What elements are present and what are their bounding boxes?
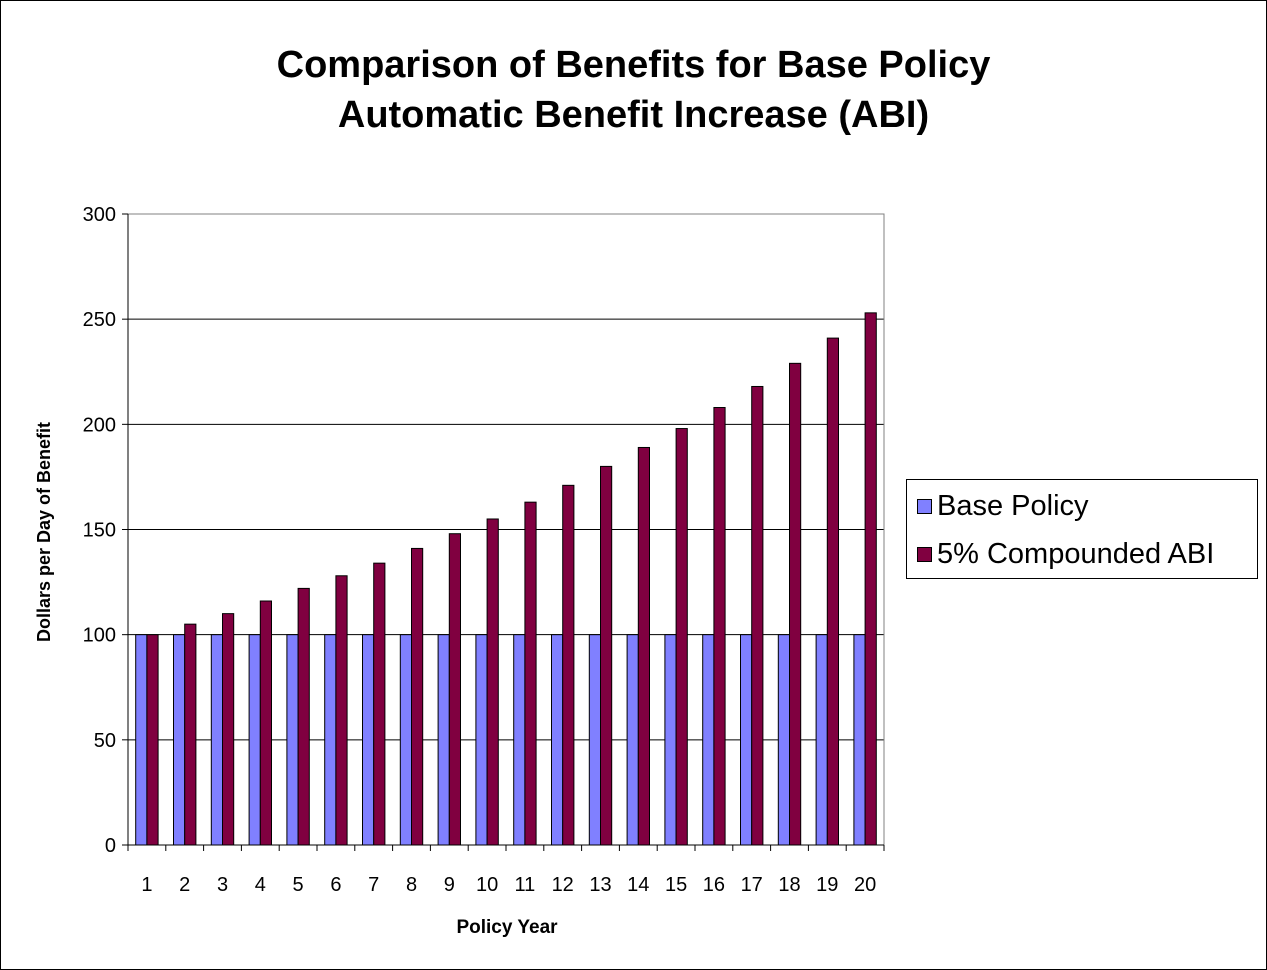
bar-base-policy-year-7 — [362, 634, 375, 846]
bar-base-policy-year-6 — [324, 634, 337, 846]
x-tick-label: 13 — [589, 874, 611, 896]
bar-base-policy-year-4 — [248, 634, 261, 846]
y-tick-label: 300 — [83, 204, 116, 226]
chart-title-line-2: Automatic Benefit Increase (ABI) — [337, 94, 930, 136]
bar-base-policy-year-14 — [626, 634, 639, 846]
x-tick-label: 7 — [368, 874, 379, 896]
x-tick-label: 12 — [552, 874, 574, 896]
x-tick-label: 9 — [444, 874, 455, 896]
bar-base-policy-year-2 — [173, 634, 186, 846]
chart-title-line-1: Comparison of Benefits for Base Policy — [276, 44, 991, 86]
x-tick-label: 14 — [627, 874, 649, 896]
bar-base-policy-year-5 — [286, 634, 299, 846]
x-tick-label: 17 — [741, 874, 763, 896]
bar-compounded-abi-year-16 — [713, 407, 726, 846]
x-tick-label: 18 — [778, 874, 800, 896]
x-tick-label: 1 — [141, 874, 152, 896]
legend-label-base-policy: Base Policy — [937, 489, 1089, 522]
legend-label-compounded-abi: 5% Compounded ABI — [937, 537, 1215, 570]
bar-compounded-abi-year-10 — [486, 518, 499, 846]
bar-base-policy-year-18 — [777, 634, 790, 846]
bar-base-policy-year-9 — [437, 634, 450, 846]
bar-base-policy-year-17 — [740, 634, 753, 846]
x-tick-label: 3 — [217, 874, 228, 896]
bars — [135, 312, 877, 846]
bar-compounded-abi-year-18 — [789, 362, 802, 846]
legend: Base Policy 5% Compounded ABI — [906, 479, 1258, 579]
y-tick-label: 150 — [83, 520, 116, 542]
bar-compounded-abi-year-7 — [373, 562, 386, 846]
y-tick-label: 50 — [94, 730, 116, 752]
legend-item-base-policy: Base Policy — [917, 486, 1089, 526]
bar-compounded-abi-year-9 — [448, 533, 461, 846]
legend-swatch-base-policy — [917, 498, 932, 514]
x-tick-label: 5 — [293, 874, 304, 896]
bar-base-policy-year-8 — [399, 634, 412, 846]
bar-compounded-abi-year-17 — [751, 385, 764, 846]
x-tick-label: 8 — [406, 874, 417, 896]
x-tick-label: 6 — [330, 874, 341, 896]
legend-item-compounded-abi: 5% Compounded ABI — [917, 534, 1214, 574]
bar-base-policy-year-3 — [210, 634, 224, 846]
bar-compounded-abi-year-11 — [524, 501, 537, 846]
legend-swatch-compounded-abi — [917, 546, 932, 562]
y-tick-label: 100 — [83, 625, 116, 647]
bar-compounded-abi-year-5 — [297, 587, 310, 846]
bar-base-policy-year-10 — [475, 634, 488, 846]
x-tick-label: 10 — [476, 874, 498, 896]
y-tick-label: 0 — [105, 835, 116, 857]
bar-compounded-abi-year-14 — [637, 446, 650, 846]
x-tick-label: 4 — [255, 874, 266, 896]
bar-compounded-abi-year-3 — [222, 613, 235, 846]
bar-compounded-abi-year-15 — [675, 428, 688, 846]
x-tick-label: 2 — [179, 874, 190, 896]
bar-compounded-abi-year-1 — [146, 634, 159, 846]
bar-compounded-abi-year-8 — [411, 547, 424, 846]
bar-compounded-abi-year-12 — [562, 484, 575, 846]
bar-base-policy-year-19 — [815, 634, 828, 846]
axes — [122, 213, 885, 851]
bar-compounded-abi-year-20 — [864, 312, 877, 846]
bar-compounded-abi-year-2 — [184, 623, 197, 846]
x-tick-label: 16 — [703, 874, 725, 896]
bar-base-policy-year-13 — [588, 634, 601, 846]
chart-title: Comparison of Benefits for Base Policy A… — [0, 40, 1267, 140]
bar-compounded-abi-year-13 — [600, 465, 613, 846]
bar-base-policy-year-20 — [853, 634, 866, 846]
bar-base-policy-year-16 — [702, 634, 715, 846]
bar-compounded-abi-year-6 — [335, 575, 348, 846]
bar-base-policy-year-15 — [664, 634, 677, 846]
bar-base-policy-year-11 — [513, 634, 526, 846]
bar-base-policy-year-1 — [135, 634, 148, 846]
bar-base-policy-year-12 — [551, 634, 564, 846]
x-tick-label: 11 — [515, 874, 536, 896]
x-axis-title: Policy Year — [456, 917, 558, 938]
bar-compounded-abi-year-4 — [259, 600, 272, 846]
x-tick-label: 19 — [816, 874, 838, 896]
x-tick-label: 15 — [665, 874, 687, 896]
y-tick-label: 250 — [83, 309, 116, 331]
x-tick-label: 20 — [854, 874, 876, 896]
y-tick-label: 200 — [83, 414, 116, 436]
gridlines — [128, 213, 884, 741]
bar-compounded-abi-year-19 — [826, 337, 839, 846]
y-axis-title: Dollars per Day of Benefit — [34, 422, 54, 642]
